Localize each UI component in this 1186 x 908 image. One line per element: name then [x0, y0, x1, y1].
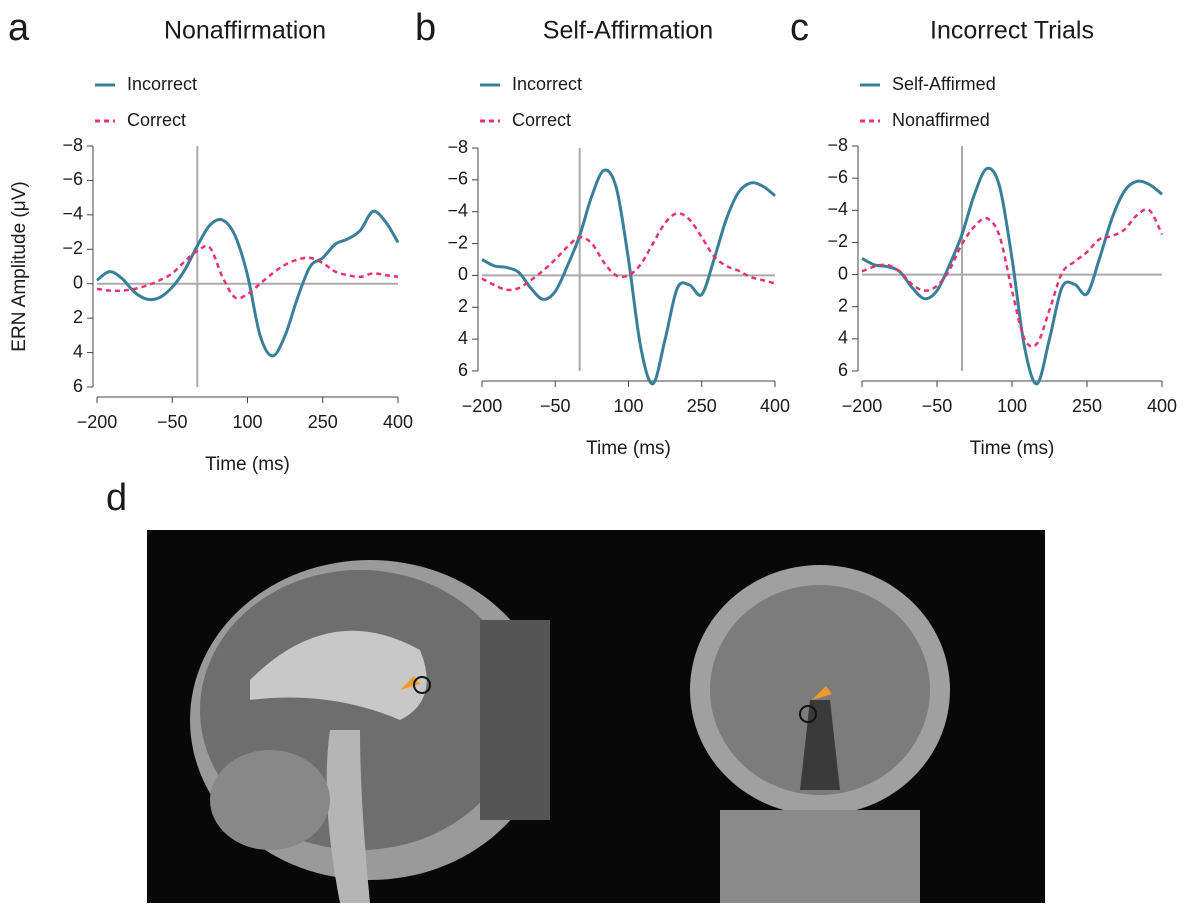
y-tick-label: −4 [447, 200, 468, 220]
y-tick-label: 6 [73, 376, 83, 396]
y-tick-label: 4 [73, 341, 83, 361]
legend-label: Self-Affirmed [892, 74, 996, 94]
y-tick-label: −8 [447, 137, 468, 157]
x-tick-label: 100 [997, 396, 1027, 416]
y-tick-label: −2 [62, 238, 83, 258]
y-tick-label: −4 [827, 199, 848, 219]
x-tick-label: 250 [308, 412, 338, 432]
y-tick-label: −2 [827, 231, 848, 251]
chart-title: Nonaffirmation [164, 17, 326, 45]
x-tick-label: 250 [1072, 396, 1102, 416]
y-tick-label: −2 [447, 232, 468, 252]
x-tick-label: −200 [842, 396, 883, 416]
chart-title: Self-Affirmation [543, 17, 713, 45]
x-tick-label: 250 [687, 396, 717, 416]
y-tick-label: 0 [73, 272, 83, 292]
x-tick-label: −200 [462, 396, 503, 416]
y-tick-label: 2 [838, 295, 848, 315]
figure: d a Nonaffirmation ERN Amplitude (μV) Time … [0, 0, 1186, 903]
x-tick-label: 100 [232, 412, 262, 432]
x-tick-label: −200 [77, 412, 118, 432]
x-tick-label: 400 [383, 412, 413, 432]
y-tick-label: 6 [458, 360, 468, 380]
data-line [862, 209, 1162, 346]
brain-image [147, 530, 1045, 903]
x-axis-title: Time (ms) [586, 438, 671, 459]
x-tick-label: 400 [1147, 396, 1177, 416]
y-tick-label: −8 [62, 135, 83, 155]
legend-label: Correct [127, 110, 186, 130]
data-line [482, 170, 775, 384]
legend-label: Incorrect [127, 74, 197, 94]
y-tick-label: −8 [827, 135, 848, 155]
panel-label: b [415, 7, 436, 49]
y-tick-label: 2 [458, 296, 468, 316]
x-tick-label: 400 [760, 396, 790, 416]
chart-title: Incorrect Trials [930, 17, 1094, 45]
y-tick-label: 0 [838, 263, 848, 283]
x-tick-label: −50 [922, 396, 953, 416]
x-tick-label: 100 [613, 396, 643, 416]
y-tick-label: 0 [458, 264, 468, 284]
data-line [862, 168, 1162, 384]
panel-label: d [106, 477, 127, 519]
legend-label: Incorrect [512, 74, 582, 94]
y-axis-title: ERN Amplitude (μV) [9, 181, 30, 351]
x-axis-title: Time (ms) [205, 454, 290, 475]
y-tick-label: −6 [447, 169, 468, 189]
y-tick-label: 2 [73, 307, 83, 327]
x-tick-label: −50 [157, 412, 188, 432]
legend-label: Nonaffirmed [892, 110, 990, 130]
y-tick-label: −4 [62, 204, 83, 224]
y-tick-label: 4 [838, 328, 848, 348]
x-tick-label: −50 [540, 396, 571, 416]
panel-label: a [8, 7, 30, 49]
panel-label: c [790, 7, 809, 49]
legend-label: Correct [512, 110, 571, 130]
y-tick-label: −6 [827, 167, 848, 187]
y-tick-label: −6 [62, 169, 83, 189]
y-tick-label: 4 [458, 328, 468, 348]
x-axis-title: Time (ms) [970, 438, 1055, 459]
y-tick-label: 6 [838, 360, 848, 380]
